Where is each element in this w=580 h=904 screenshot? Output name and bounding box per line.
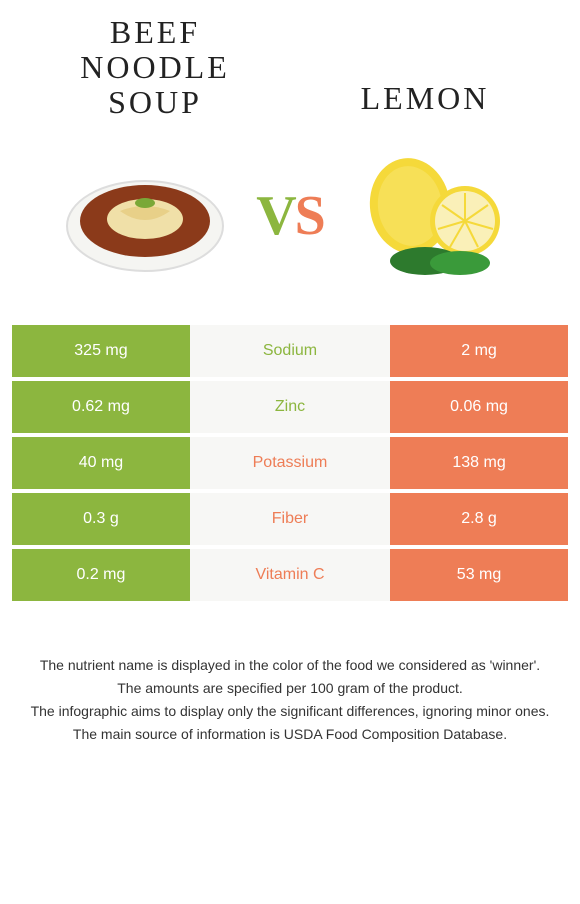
soup-image [60,151,230,281]
soup-icon [60,151,230,281]
lemon-image [350,151,520,281]
right-value: 53 mg [390,549,568,601]
vs-s: S [295,185,324,247]
right-value: 2.8 g [390,493,568,545]
right-value: 138 mg [390,437,568,489]
left-value: 40 mg [12,437,190,489]
nutrient-name: Sodium [190,325,390,377]
nutrient-name: Potassium [190,437,390,489]
right-value: 2 mg [390,325,568,377]
comparison-table: 325 mgSodium2 mg0.62 mgZinc0.06 mg40 mgP… [12,321,568,605]
title-left-line2: noodle [80,49,230,85]
left-value: 0.62 mg [12,381,190,433]
footnote-line: The nutrient name is displayed in the co… [20,655,560,676]
title-left-line3: soup [108,84,202,120]
footnote-line: The main source of information is USDA F… [20,724,560,745]
title-left-line1: Beef [110,14,200,50]
images-row: VS [0,151,580,281]
nutrient-name: Zinc [190,381,390,433]
nutrient-name: Fiber [190,493,390,545]
table-row: 40 mgPotassium138 mg [12,437,568,489]
footnotes: The nutrient name is displayed in the co… [0,655,580,745]
footnote-line: The amounts are specified per 100 gram o… [20,678,560,699]
right-value: 0.06 mg [390,381,568,433]
footnote-line: The infographic aims to display only the… [20,701,560,722]
table-row: 0.3 gFiber2.8 g [12,493,568,545]
title-right-text: Lemon [361,80,490,116]
food-right-title: Lemon [290,10,560,117]
lemon-icon [350,151,520,281]
food-left-title: Beef noodle soup [20,10,290,121]
left-value: 0.3 g [12,493,190,545]
header: Beef noodle soup Lemon [0,0,580,121]
left-value: 325 mg [12,325,190,377]
table-row: 325 mgSodium2 mg [12,325,568,377]
left-value: 0.2 mg [12,549,190,601]
table-row: 0.62 mgZinc0.06 mg [12,381,568,433]
vs-label: VS [240,184,340,248]
vs-v: V [256,185,294,247]
table-row: 0.2 mgVitamin C53 mg [12,549,568,601]
nutrient-name: Vitamin C [190,549,390,601]
